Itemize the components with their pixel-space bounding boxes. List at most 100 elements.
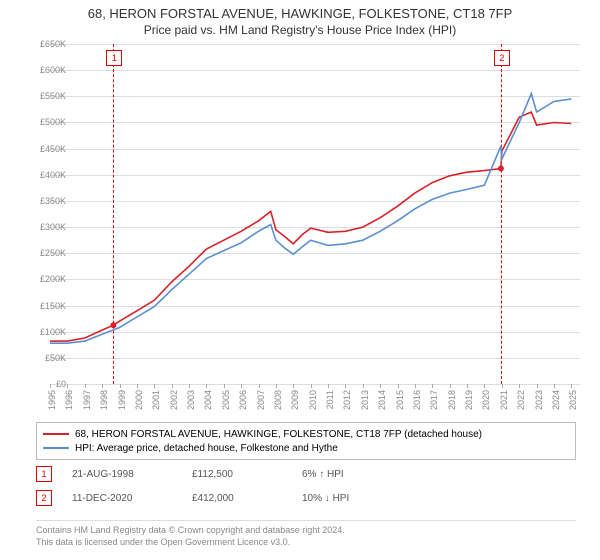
x-tick-label: 2022	[516, 390, 526, 410]
x-tick-label: 2012	[342, 390, 352, 410]
y-tick-label: £450K	[26, 144, 66, 154]
x-tick-label: 2019	[464, 390, 474, 410]
legend-item-hpi: HPI: Average price, detached house, Folk…	[43, 441, 569, 455]
x-tick-label: 2020	[481, 390, 491, 410]
y-tick-label: £650K	[26, 39, 66, 49]
x-tick	[571, 384, 572, 388]
legend-label-hpi: HPI: Average price, detached house, Folk…	[75, 443, 338, 454]
x-tick	[328, 384, 329, 388]
x-tick-label: 2014	[377, 390, 387, 410]
x-tick-label: 2018	[447, 390, 457, 410]
x-tick-label: 2002	[169, 390, 179, 410]
x-tick-label: 2000	[134, 390, 144, 410]
x-tick-label: 2009	[290, 390, 300, 410]
y-tick-label: £200K	[26, 274, 66, 284]
x-tick	[189, 384, 190, 388]
x-tick-label: 2017	[429, 390, 439, 410]
y-tick-label: £100K	[26, 327, 66, 337]
x-tick-label: 2008	[273, 390, 283, 410]
x-tick-label: 2011	[325, 390, 335, 409]
y-tick-label: £0	[26, 379, 66, 389]
x-tick-label: 2006	[238, 390, 248, 410]
marker-dot-1	[110, 322, 116, 328]
x-tick	[467, 384, 468, 388]
x-tick	[311, 384, 312, 388]
x-tick	[537, 384, 538, 388]
legend-swatch-property	[43, 433, 69, 435]
x-tick	[502, 384, 503, 388]
x-tick	[554, 384, 555, 388]
x-tick-label: 1999	[117, 390, 127, 410]
series-hpi	[50, 94, 571, 344]
legend-item-property: 68, HERON FORSTAL AVENUE, HAWKINGE, FOLK…	[43, 427, 569, 441]
x-tick-label: 2016	[412, 390, 422, 410]
footer-line-1: Contains HM Land Registry data © Crown c…	[36, 525, 576, 537]
x-tick	[398, 384, 399, 388]
legend-label-property: 68, HERON FORSTAL AVENUE, HAWKINGE, FOLK…	[75, 429, 482, 440]
y-tick-label: £150K	[26, 301, 66, 311]
gridline	[50, 384, 580, 385]
y-tick-label: £50K	[26, 353, 66, 363]
transaction-diff-2: 10% ↓ HPI	[302, 493, 402, 504]
x-tick-label: 2024	[551, 390, 561, 410]
transaction-price-1: £112,500	[192, 469, 302, 480]
x-tick-label: 1995	[47, 390, 57, 410]
x-tick-label: 1998	[99, 390, 109, 410]
transaction-row-2: 2 11-DEC-2020 £412,000 10% ↓ HPI	[36, 490, 576, 506]
x-tick-label: 2005	[221, 390, 231, 410]
marker-dot-2	[498, 166, 504, 172]
x-tick	[206, 384, 207, 388]
x-tick	[380, 384, 381, 388]
transaction-date-1: 21-AUG-1998	[72, 469, 192, 480]
x-tick	[102, 384, 103, 388]
legend-swatch-hpi	[43, 447, 69, 449]
x-tick	[519, 384, 520, 388]
transaction-date-2: 11-DEC-2020	[72, 493, 192, 504]
x-tick	[137, 384, 138, 388]
x-tick-label: 2021	[499, 390, 509, 410]
chart-footer: Contains HM Land Registry data © Crown c…	[36, 520, 576, 548]
x-tick	[415, 384, 416, 388]
x-tick-label: 2023	[534, 390, 544, 410]
transaction-marker-1: 1	[36, 466, 52, 482]
x-tick	[363, 384, 364, 388]
y-tick-label: £550K	[26, 91, 66, 101]
transaction-price-2: £412,000	[192, 493, 302, 504]
x-tick-label: 2015	[395, 390, 405, 410]
x-tick-label: 1996	[64, 390, 74, 410]
chart-title-line2: Price paid vs. HM Land Registry's House …	[0, 21, 600, 37]
x-tick	[484, 384, 485, 388]
transaction-row-1: 1 21-AUG-1998 £112,500 6% ↑ HPI	[36, 466, 576, 482]
x-tick-label: 2025	[568, 390, 578, 410]
x-tick	[224, 384, 225, 388]
x-tick-label: 2010	[308, 390, 318, 410]
chart-plot-area: 12	[50, 44, 580, 384]
x-tick-label: 2013	[360, 390, 370, 410]
chart-legend: 68, HERON FORSTAL AVENUE, HAWKINGE, FOLK…	[36, 422, 576, 460]
y-tick-label: £250K	[26, 248, 66, 258]
x-tick	[276, 384, 277, 388]
x-tick	[241, 384, 242, 388]
series-property	[50, 112, 571, 341]
x-tick	[172, 384, 173, 388]
x-tick	[85, 384, 86, 388]
x-tick-label: 2003	[186, 390, 196, 410]
transaction-diff-1: 6% ↑ HPI	[302, 469, 402, 480]
x-tick	[259, 384, 260, 388]
y-tick-label: £600K	[26, 65, 66, 75]
y-tick-label: £300K	[26, 222, 66, 232]
x-tick	[293, 384, 294, 388]
footer-line-2: This data is licensed under the Open Gov…	[36, 537, 576, 549]
x-tick	[67, 384, 68, 388]
x-tick	[120, 384, 121, 388]
x-tick-label: 2001	[151, 390, 161, 410]
x-tick	[432, 384, 433, 388]
x-tick	[154, 384, 155, 388]
y-tick-label: £500K	[26, 117, 66, 127]
x-tick-label: 2007	[256, 390, 266, 410]
y-tick-label: £350K	[26, 196, 66, 206]
x-tick	[450, 384, 451, 388]
x-tick	[345, 384, 346, 388]
x-tick-label: 2004	[203, 390, 213, 410]
x-tick-label: 1997	[82, 390, 92, 410]
